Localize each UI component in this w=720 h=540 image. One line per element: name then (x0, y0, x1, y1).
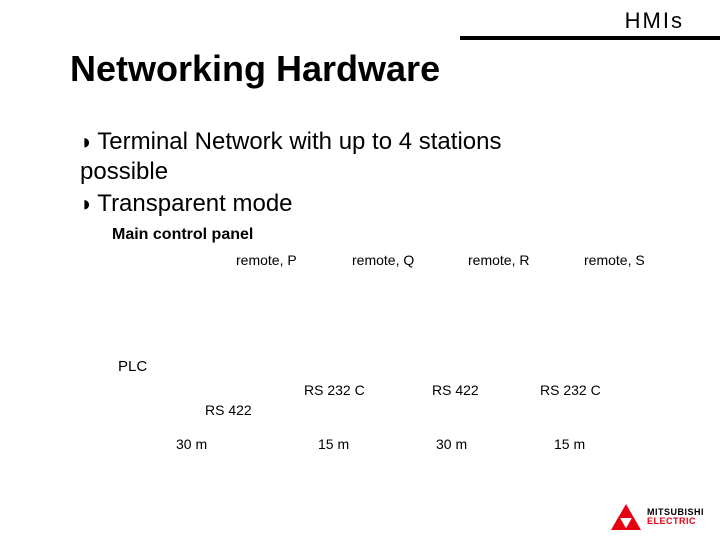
mitsubishi-triangles-icon (611, 504, 641, 530)
dist-label-4: 15 m (554, 436, 585, 452)
remote-labels-row: remote, P remote, Q remote, R remote, S (0, 252, 720, 272)
dist-label-1: 30 m (176, 436, 207, 452)
brand-line2: ELECTRIC (647, 517, 704, 526)
remote-label-q: remote, Q (352, 252, 414, 268)
remote-label-p: remote, P (236, 252, 297, 268)
remote-label-s: remote, S (584, 252, 645, 268)
bullet-marker-icon: ◗ (80, 190, 93, 218)
header: HMIs (0, 0, 720, 42)
bullet-item-1: ◗ Terminal Network with up to 4 stations (80, 128, 680, 156)
bullet-item-2: ◗ Transparent mode (80, 190, 680, 218)
conn-label-1: RS 422 (205, 402, 252, 418)
header-underline (460, 36, 720, 40)
conn-label-4: RS 232 C (540, 382, 601, 398)
bullet-list: ◗ Terminal Network with up to 4 stations… (80, 128, 680, 218)
brand-logo-text: MITSUBISHI ELECTRIC (647, 508, 704, 526)
dist-label-3: 30 m (436, 436, 467, 452)
conn-label-3: RS 422 (432, 382, 479, 398)
subheading-main-control: Main control panel (112, 226, 253, 244)
bullet-text: Transparent mode (97, 190, 292, 218)
dist-label-2: 15 m (318, 436, 349, 452)
remote-label-r: remote, R (468, 252, 529, 268)
bullet-text-wrap: possible (80, 158, 680, 186)
header-label: HMIs (625, 8, 684, 34)
plc-label: PLC (118, 358, 147, 375)
brand-logo: MITSUBISHI ELECTRIC (611, 504, 704, 530)
bullet-marker-icon: ◗ (80, 128, 93, 156)
conn-label-2: RS 232 C (304, 382, 365, 398)
bullet-text: Terminal Network with up to 4 stations (97, 128, 501, 156)
page-title: Networking Hardware (70, 48, 440, 90)
